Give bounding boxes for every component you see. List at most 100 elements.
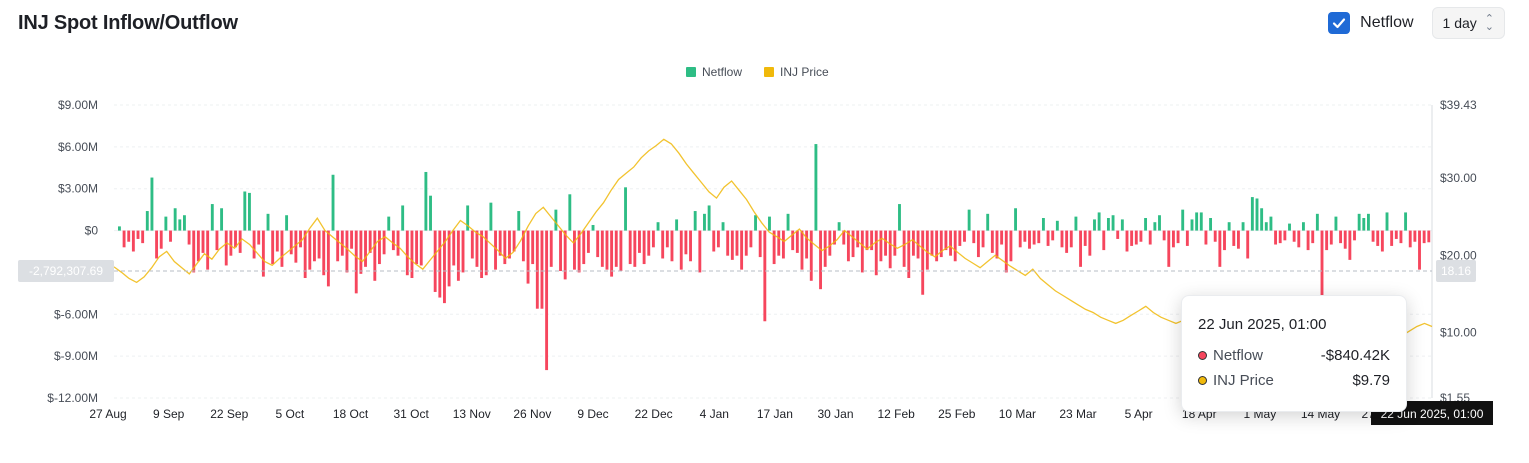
inflow-bar [1111, 215, 1115, 231]
inflow-bar [1055, 220, 1059, 231]
y2-tick-label: $20.00 [1440, 248, 1477, 262]
inflow-bar [210, 204, 214, 231]
outflow-bar [136, 230, 140, 239]
outflow-bar [661, 230, 665, 259]
outflow-bar [1023, 230, 1027, 242]
interval-value: 1 day [1442, 15, 1477, 31]
outflow-bar [670, 230, 674, 262]
inflow-bar [1195, 212, 1199, 231]
outflow-bar [1083, 230, 1087, 246]
outflow-bar [1236, 230, 1240, 249]
outflow-bar [322, 230, 326, 276]
outflow-bar [1130, 230, 1134, 246]
outflow-bar [1051, 230, 1055, 241]
tooltip-value: -$840.42K [1320, 347, 1390, 364]
outflow-bar [744, 230, 748, 256]
outflow-bar [614, 230, 618, 267]
x-tick-label: 4 Jan [700, 407, 729, 421]
outflow-bar [1046, 230, 1050, 246]
outflow-bar [879, 230, 883, 262]
inflow-bar [768, 216, 771, 231]
inflow-bar [1199, 212, 1203, 231]
inflow-bar [178, 219, 182, 231]
outflow-bar [633, 230, 637, 267]
outflow-bar [433, 230, 437, 292]
outflow-bar [1418, 230, 1421, 270]
outflow-bar [1032, 230, 1036, 245]
outflow-bar [763, 230, 767, 322]
inflow-bar [1404, 212, 1408, 231]
outflow-bar [749, 230, 753, 248]
outflow-bar [1218, 230, 1222, 267]
inflow-bar [786, 213, 790, 231]
outflow-bar [809, 230, 813, 281]
outflow-bar [772, 230, 776, 265]
inflow-bar [1097, 212, 1101, 231]
outflow-bar [313, 230, 316, 262]
outflow-bar [791, 230, 795, 251]
outflow-bar [340, 230, 344, 256]
outflow-bar [1000, 230, 1004, 245]
outflow-bar [944, 230, 948, 251]
outflow-bar [526, 230, 530, 284]
outflow-bar [294, 230, 298, 263]
outflow-bar [350, 230, 354, 249]
outflow-bar [716, 230, 720, 248]
outflow-bar [665, 230, 669, 248]
outflow-bar [159, 230, 163, 249]
outflow-bar [1167, 230, 1171, 267]
outflow-bar [201, 230, 205, 253]
x-tick-label: 5 Apr [1125, 407, 1153, 421]
netflow-checkbox[interactable] [1328, 12, 1351, 34]
outflow-bar [740, 230, 744, 270]
x-tick-label: 25 Feb [938, 407, 976, 421]
outflow-bar [735, 230, 739, 256]
outflow-bar [1390, 230, 1394, 246]
outflow-bar [1204, 230, 1208, 245]
outflow-bar [1116, 230, 1120, 239]
outflow-bar [452, 230, 456, 266]
outflow-bar [475, 230, 479, 267]
y-tick-label: $0 [85, 224, 99, 238]
inflow-bar [285, 215, 289, 231]
inflow-bar [220, 208, 224, 231]
outflow-bar [1278, 230, 1282, 244]
outflow-bar [443, 230, 446, 304]
outflow-bar [1223, 230, 1226, 251]
inflow-bar [1120, 219, 1124, 231]
tooltip-row-price: INJ Price $9.79 [1198, 372, 1390, 389]
inflow-bar [1315, 213, 1319, 231]
outflow-bar [196, 230, 200, 262]
outflow-bar [1079, 230, 1083, 267]
outflow-bar [498, 230, 502, 256]
outflow-bar [545, 230, 549, 371]
outflow-bar [573, 230, 576, 270]
y2-tick-label: $10.00 [1440, 326, 1477, 340]
outflow-bar [470, 230, 474, 259]
outflow-bar [902, 230, 906, 267]
inflow-bar [1181, 209, 1185, 231]
outflow-bar [888, 230, 892, 269]
outflow-bar [257, 230, 261, 245]
inflow-bar [1288, 223, 1291, 231]
outflow-bar [289, 230, 293, 255]
inflow-bar [1227, 222, 1231, 231]
interval-select[interactable]: 1 day ⌃ ⌄ [1431, 7, 1505, 39]
inflow-bar [424, 171, 428, 231]
outflow-bar [781, 230, 785, 259]
crosshair-right-label: 18.16 [1441, 264, 1471, 278]
outflow-bar [234, 230, 237, 248]
outflow-bar [1427, 230, 1431, 243]
outflow-bar [359, 230, 363, 274]
outflow-bar [224, 230, 228, 266]
outflow-bar [461, 230, 465, 273]
outflow-bar [336, 230, 340, 262]
outflow-bar [939, 230, 943, 258]
outflow-bar [981, 230, 985, 248]
outflow-bar [252, 230, 256, 259]
outflow-bar [1069, 230, 1073, 248]
tooltip-label: INJ Price [1213, 372, 1274, 389]
inflow-bar [248, 192, 251, 231]
outflow-bar [726, 230, 730, 256]
inflow-bar [150, 177, 154, 231]
